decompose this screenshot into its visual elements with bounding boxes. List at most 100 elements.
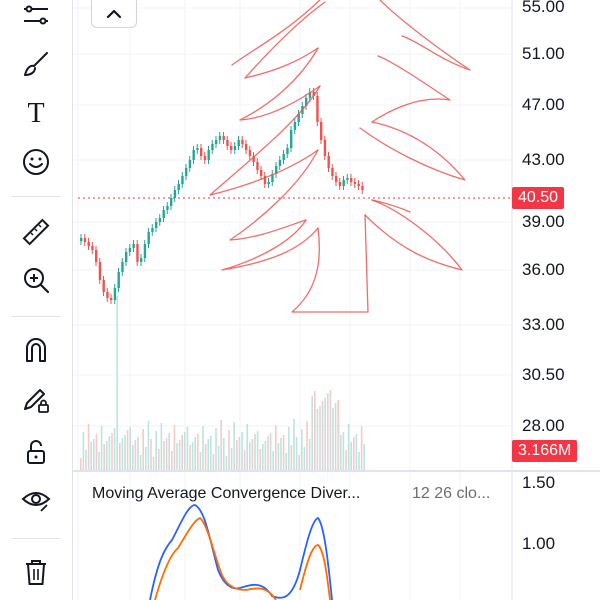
candle-body — [278, 160, 282, 166]
volume-bar — [254, 434, 256, 470]
volume-bar — [139, 455, 142, 470]
drawing-toolbar: T — [0, 0, 72, 600]
toolbar-separator — [12, 316, 60, 317]
trend-lines-tool[interactable] — [14, 0, 58, 34]
candle-body — [158, 218, 162, 222]
volume-bar — [275, 425, 277, 470]
volume-bar — [264, 441, 267, 470]
volume-bar — [316, 409, 319, 470]
toolbar-divider — [72, 0, 73, 600]
volume-bar — [132, 445, 134, 470]
candle-body — [218, 136, 222, 140]
volume-bar — [106, 441, 108, 470]
volume-bar — [178, 440, 181, 470]
volume-bar — [256, 431, 259, 470]
volume-bar — [116, 296, 118, 470]
volume-bar — [345, 450, 347, 470]
volume-bar — [100, 426, 103, 470]
candle-body — [293, 122, 297, 130]
candle-body — [346, 178, 349, 180]
volume-bar — [327, 393, 329, 470]
lock-drawings-tool[interactable] — [14, 380, 58, 420]
candle-body — [121, 262, 124, 272]
visibility-tool[interactable] — [14, 480, 58, 520]
volume-bar — [298, 455, 300, 470]
candle-body — [260, 170, 263, 176]
volume-bar — [163, 441, 165, 470]
lock-tool[interactable] — [14, 432, 58, 472]
volume-bar — [277, 443, 280, 470]
candle-body — [226, 140, 229, 146]
candle-body — [230, 146, 233, 150]
candle-body — [125, 252, 128, 262]
emoji-tool[interactable] — [14, 142, 58, 182]
volume-bar — [119, 443, 121, 470]
candle-body — [188, 160, 192, 168]
volume-bar — [176, 443, 178, 470]
volume-bar — [142, 429, 144, 470]
volume-bar — [150, 439, 152, 470]
brush-icon — [24, 52, 48, 76]
svg-text:T: T — [27, 98, 44, 129]
candle-body — [98, 262, 102, 280]
zoom-in-tool[interactable] — [14, 260, 58, 300]
candle-body — [102, 280, 105, 292]
candle-body — [305, 98, 308, 106]
brush-tool[interactable] — [14, 44, 58, 84]
text-tool[interactable]: T — [14, 92, 58, 132]
volume-bar — [269, 433, 272, 470]
volume-bar — [324, 398, 326, 470]
volume-bar — [243, 450, 246, 470]
price-axis-label: 51.00 — [522, 44, 565, 63]
signal-line — [154, 516, 331, 600]
volume-bar — [285, 453, 287, 470]
measure-tool[interactable] — [14, 212, 58, 252]
volume-bar — [93, 439, 95, 470]
volume-bar — [165, 438, 168, 470]
delete-tool[interactable] — [14, 552, 58, 592]
drawing-stroke — [244, 1, 326, 79]
volume-bar — [329, 390, 332, 470]
candle-body — [200, 148, 203, 156]
volume-bar — [337, 400, 339, 470]
toolbar-separator — [12, 196, 60, 197]
eye-icon — [21, 492, 51, 512]
drawing-stroke — [371, 199, 411, 213]
candle-body — [353, 182, 357, 184]
collapse-button[interactable] — [91, 0, 137, 28]
volume-bar — [293, 419, 295, 470]
magnet-icon — [26, 338, 46, 362]
volume-bar — [147, 421, 150, 470]
candle-body — [132, 244, 135, 248]
volume-bar — [95, 434, 98, 470]
volume-bar — [342, 432, 345, 470]
candle-body — [245, 144, 248, 150]
volume-bar — [301, 429, 303, 470]
candle-body — [267, 182, 270, 184]
magnet-tool[interactable] — [14, 330, 58, 370]
volume-bar — [358, 452, 360, 470]
trend-lines-icon — [24, 5, 48, 25]
candle-body — [297, 114, 300, 122]
volume-bar — [189, 445, 191, 470]
volume-bar — [134, 440, 137, 470]
candle-body — [140, 258, 143, 262]
volume-bar — [225, 456, 228, 470]
drawing-stroke — [209, 85, 321, 196]
volume-bar — [85, 450, 87, 470]
volume-bar — [126, 430, 129, 470]
candle-body — [335, 176, 338, 182]
volume-bar — [355, 434, 358, 470]
drawing-stroke — [359, 121, 466, 181]
candle-body — [170, 198, 173, 206]
volume-bar — [152, 457, 155, 470]
macd-indicator-params[interactable]: 12 26 clo... — [412, 485, 491, 502]
volume-bar — [311, 396, 313, 470]
candle-body — [166, 206, 169, 210]
macd-indicator-title[interactable]: Moving Average Convergence Diver... — [92, 485, 361, 502]
price-axis-label: 28.00 — [522, 416, 565, 435]
volume-bar — [246, 424, 248, 470]
volume-bar — [202, 426, 204, 470]
volume-bar — [290, 445, 293, 470]
